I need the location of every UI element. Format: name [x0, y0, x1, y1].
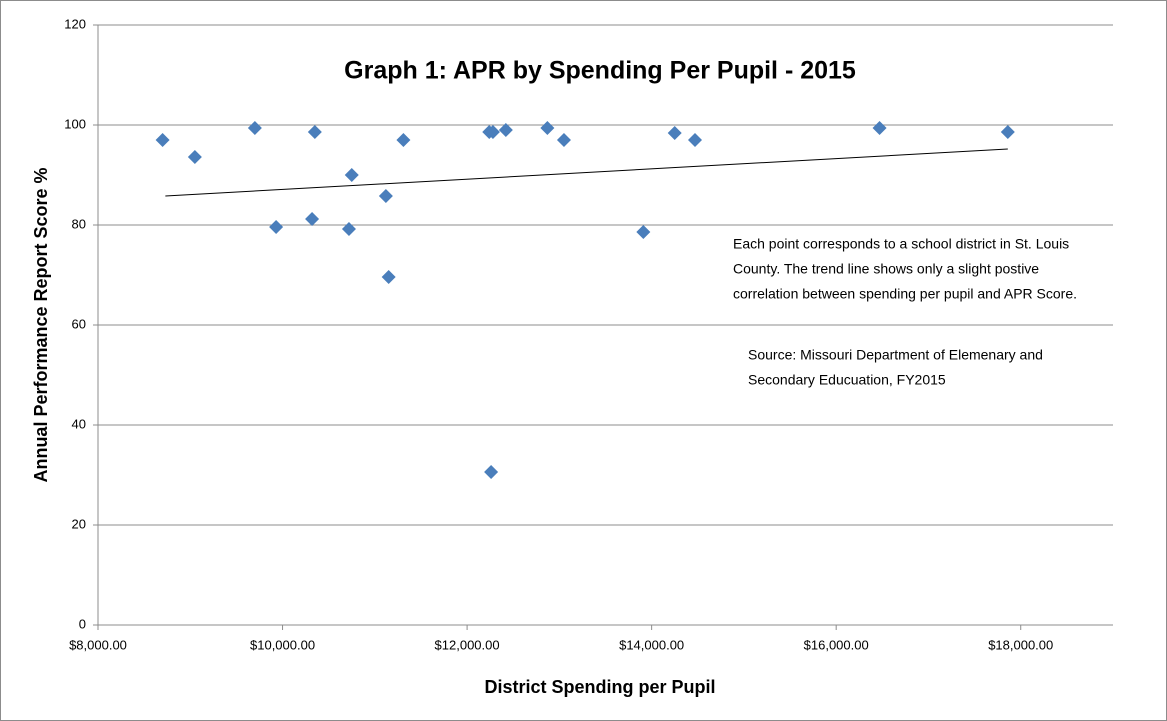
x-tick-label: $12,000.00	[435, 637, 500, 652]
y-tick-label: 20	[72, 516, 86, 531]
trend-line	[165, 148, 1008, 197]
point	[396, 133, 411, 147]
y-axis-label: Annual Performance Report Score %	[31, 167, 51, 482]
annotation: correlation between spending per pupil a…	[733, 286, 1077, 302]
annotation: County. The trend line shows only a slig…	[733, 261, 1039, 277]
x-axis-label: District Spending per Pupil	[484, 677, 715, 697]
point	[1000, 125, 1015, 139]
y-tick-label: 40	[72, 416, 86, 431]
x-tick-label: $18,000.00	[988, 637, 1053, 652]
y-tick-label: 100	[64, 116, 86, 131]
point	[381, 270, 396, 284]
point	[187, 150, 202, 164]
y-tick-label: 60	[72, 316, 86, 331]
x-tick-label: $16,000.00	[804, 637, 869, 652]
point	[498, 123, 513, 137]
x-tick-label: $8,000.00	[69, 637, 127, 652]
point	[341, 222, 356, 236]
x-tick-label: $14,000.00	[619, 637, 684, 652]
point	[344, 168, 359, 182]
point	[305, 212, 320, 226]
annotation: Source: Missouri Department of Elemenary…	[748, 347, 1043, 363]
point	[247, 121, 262, 135]
point	[872, 121, 887, 135]
annotation: Each point corresponds to a school distr…	[733, 236, 1069, 252]
chart-title: Graph 1: APR by Spending Per Pupil - 201…	[344, 57, 856, 85]
point	[484, 465, 499, 479]
point	[636, 225, 651, 239]
point	[378, 189, 393, 203]
point	[556, 133, 571, 147]
point	[540, 121, 555, 135]
point	[269, 220, 284, 234]
point	[307, 125, 322, 139]
point	[667, 126, 682, 140]
point	[155, 133, 170, 147]
y-tick-label: 80	[72, 216, 86, 231]
point	[688, 133, 703, 147]
point	[485, 125, 500, 139]
y-tick-label: 0	[79, 616, 86, 631]
y-tick-label: 120	[64, 16, 86, 31]
x-tick-label: $10,000.00	[250, 637, 315, 652]
annotation: Secondary Educuation, FY2015	[748, 372, 946, 388]
